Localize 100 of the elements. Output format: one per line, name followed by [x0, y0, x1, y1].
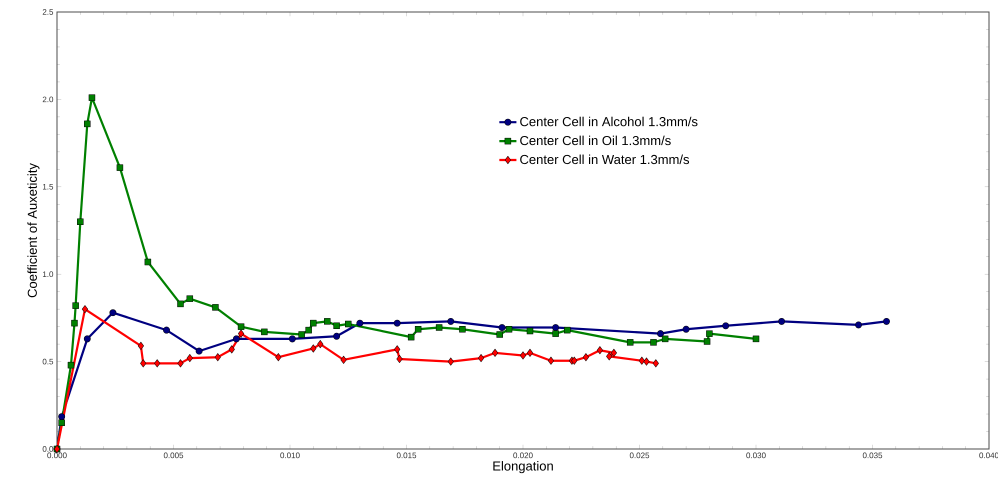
point [752, 336, 760, 342]
point [506, 326, 512, 333]
point [232, 335, 240, 342]
point [298, 331, 305, 338]
point [340, 356, 347, 364]
point [310, 320, 317, 326]
point [883, 318, 890, 325]
y-tick-label: 1.0 [42, 271, 54, 278]
point [706, 330, 713, 337]
point [288, 335, 296, 342]
point [186, 354, 193, 362]
point [154, 359, 160, 368]
point [228, 345, 235, 354]
point [492, 348, 498, 357]
legend-label: Center Cell in Oil 1.3mm/s [520, 136, 671, 146]
point [459, 326, 466, 333]
point [68, 362, 74, 368]
point [144, 258, 152, 266]
y-tick-label: 0.5 [42, 358, 54, 364]
point [657, 330, 664, 338]
point [333, 332, 340, 340]
point [310, 344, 316, 353]
point [606, 352, 612, 360]
point [84, 335, 91, 342]
point [214, 353, 221, 362]
point [548, 356, 554, 365]
point [855, 321, 862, 328]
point [305, 326, 312, 334]
point [394, 320, 401, 327]
point [552, 324, 560, 331]
x-axis-title: Elongation [493, 461, 553, 474]
point [72, 302, 79, 309]
point [722, 322, 730, 330]
y-tick-label: 1.5 [42, 184, 54, 190]
x-tick-label: 0.015 [396, 452, 416, 458]
point [71, 320, 78, 326]
point [436, 324, 442, 331]
point [82, 305, 88, 314]
point [396, 354, 403, 364]
point [140, 359, 146, 368]
legend-label: Center Cell in Alcohol 1.3mm/s [520, 116, 698, 126]
point [682, 326, 690, 333]
point [77, 218, 84, 226]
point [163, 326, 170, 334]
point [704, 338, 710, 345]
point [414, 326, 422, 333]
point [212, 304, 219, 311]
point [526, 348, 534, 357]
point [408, 334, 414, 340]
point [596, 346, 603, 354]
point [58, 413, 66, 420]
x-tick-label: 0.010 [280, 452, 300, 458]
point [447, 318, 454, 325]
point [552, 330, 559, 337]
x-tick-label: 0.035 [862, 452, 882, 458]
point [116, 164, 124, 171]
x-tick-label: 0.005 [164, 452, 184, 458]
point [638, 356, 645, 365]
point [196, 348, 203, 355]
point [496, 331, 503, 338]
point [109, 309, 116, 316]
point [324, 318, 331, 325]
point [652, 359, 659, 368]
point [626, 339, 634, 346]
y-axis-title: Coefficient of Auxeticity [27, 163, 40, 298]
point [58, 420, 65, 426]
point [88, 94, 96, 101]
point [778, 318, 786, 325]
point [520, 351, 526, 360]
y-tick-label: 2.0 [42, 96, 54, 102]
point [186, 295, 194, 302]
point [177, 359, 184, 368]
point [333, 322, 340, 330]
point [261, 328, 268, 336]
point [643, 358, 650, 366]
point [571, 356, 578, 365]
y-tick-label: 0.0 [42, 446, 54, 452]
y-tick-label: 2.5 [42, 9, 54, 15]
point [138, 342, 144, 350]
point [498, 324, 506, 331]
point [345, 320, 352, 328]
point [84, 120, 91, 128]
point [526, 328, 534, 334]
point [394, 345, 400, 354]
point [177, 300, 184, 308]
point [564, 326, 571, 334]
point [478, 354, 484, 362]
x-tick-label: 0.030 [746, 452, 766, 458]
x-tick-label: 0.020 [513, 452, 533, 458]
x-tick-label: 0.025 [630, 452, 650, 458]
point [317, 340, 324, 348]
point [448, 358, 454, 366]
point [650, 339, 657, 346]
point [238, 323, 244, 330]
point [275, 353, 282, 362]
legend-label: Center Cell in Water 1.3mm/s [520, 154, 690, 164]
x-tick-label: 0.000 [47, 452, 67, 458]
point [610, 348, 617, 357]
point [356, 320, 364, 327]
point [662, 336, 668, 342]
